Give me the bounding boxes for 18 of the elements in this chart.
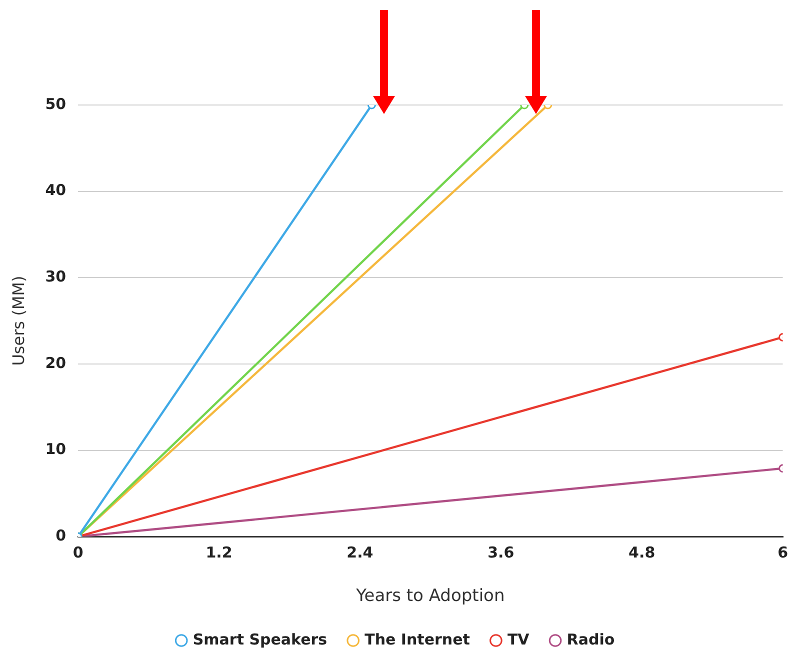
- x-tick-label: 2.4: [346, 543, 374, 562]
- x-tick-label: 3.6: [488, 543, 514, 562]
- y-tick-label: 10: [45, 440, 66, 458]
- x-tick-label: 4.8: [628, 543, 656, 562]
- x-axis-title: Years to Adoption: [355, 586, 505, 606]
- x-tick-label: 1.2: [206, 543, 232, 562]
- y-tick-label: 0: [56, 526, 66, 544]
- y-tick-label: 40: [45, 181, 66, 200]
- x-tick-label: 6: [778, 543, 788, 562]
- legend-label: Radio: [566, 630, 615, 648]
- y-tick-label: 30: [45, 268, 66, 286]
- legend-label: The Internet: [364, 630, 470, 648]
- legend-label: TV: [507, 630, 530, 648]
- x-tick-label: 0: [72, 543, 84, 562]
- y-tick-label: 20: [45, 354, 66, 372]
- legend-label: Smart Speakers: [192, 630, 328, 648]
- y-tick-label: 50: [45, 94, 66, 113]
- y-axis-title: Users (MM): [8, 276, 28, 366]
